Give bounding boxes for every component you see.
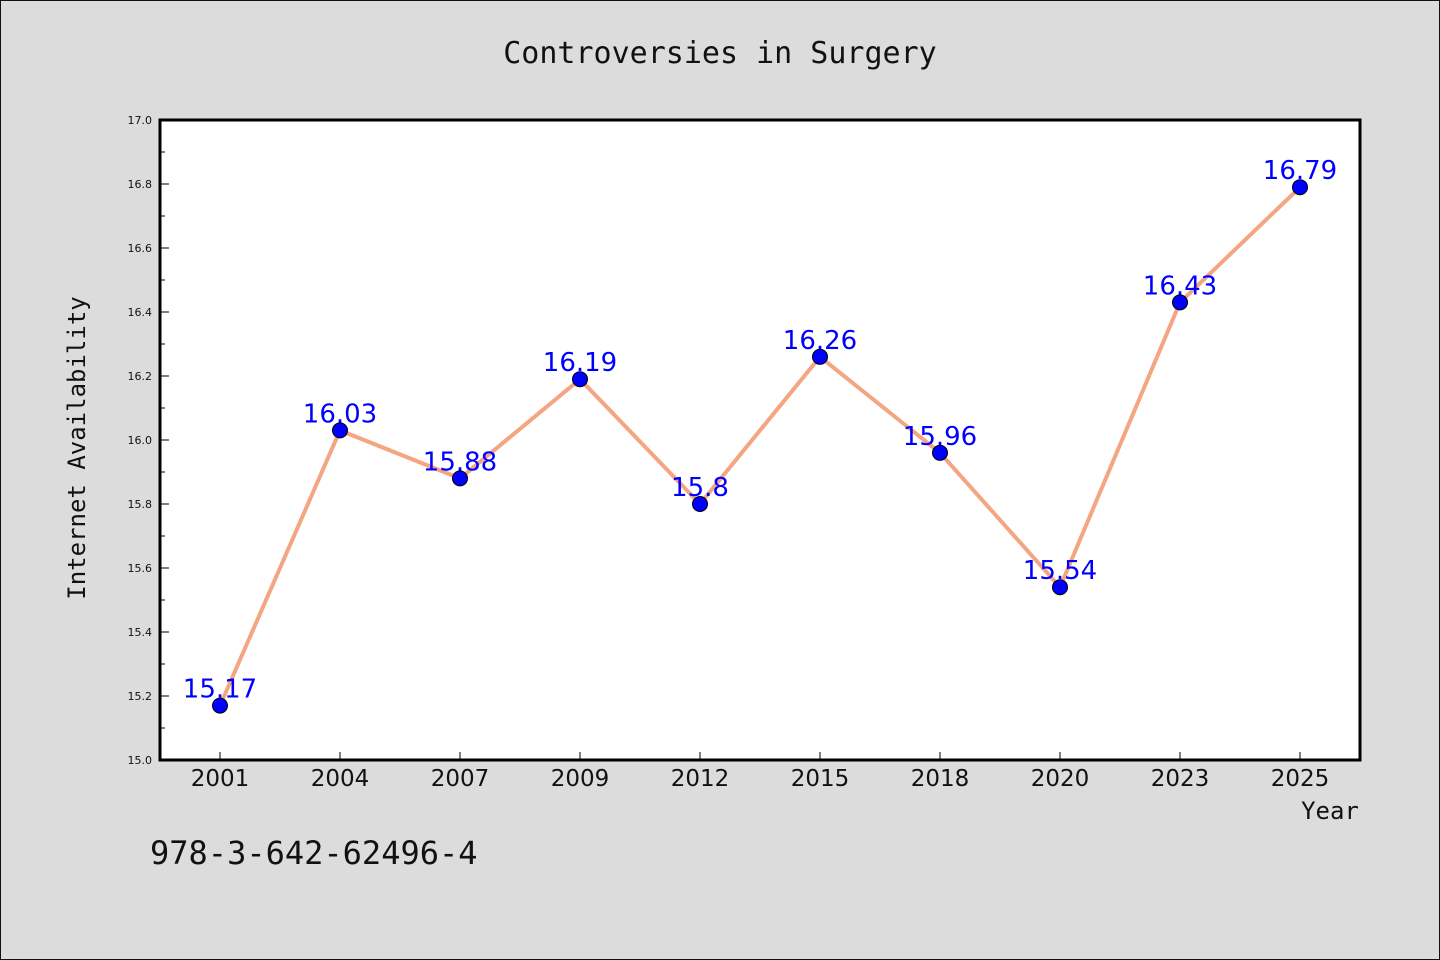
data-label: 16.43 bbox=[1143, 271, 1217, 301]
x-tick-label: 2004 bbox=[311, 766, 370, 792]
y-tick-label: 17.0 bbox=[128, 114, 153, 127]
y-tick-label: 15.4 bbox=[128, 626, 153, 639]
data-label: 15.54 bbox=[1023, 556, 1097, 586]
y-axis-label: Internet Availability bbox=[63, 296, 91, 599]
data-label: 15.8 bbox=[671, 473, 729, 503]
data-label: 16.19 bbox=[543, 348, 617, 378]
isbn-text: 978-3-642-62496-4 bbox=[150, 834, 478, 872]
y-tick-label: 16.8 bbox=[128, 178, 153, 191]
data-point bbox=[1292, 179, 1308, 196]
data-point bbox=[1052, 579, 1068, 596]
y-axis: 15.0 15.2 15.4 15.6 15.8 16.0 16.2 16.4 16.6 16.8… bbox=[128, 114, 169, 767]
x-tick-label: 2007 bbox=[431, 766, 490, 792]
data-label: 16.03 bbox=[303, 399, 377, 429]
data-label: 16.79 bbox=[1263, 156, 1337, 186]
y-tick-label: 15.6 bbox=[128, 562, 153, 575]
data-label: 15.88 bbox=[423, 447, 497, 477]
chart-title: Controversies in Surgery bbox=[503, 36, 936, 71]
series-layer: 15.17 16.03 15.88 16.19 15.8 16.26 15.96 15.54 1… bbox=[183, 156, 1337, 714]
y-tick-label: 15.0 bbox=[128, 754, 153, 767]
x-tick-label: 2020 bbox=[1031, 766, 1090, 792]
y-tick-label: 16.2 bbox=[128, 370, 153, 383]
data-point bbox=[1172, 294, 1188, 311]
x-tick-label: 2001 bbox=[191, 766, 250, 792]
data-label: 15.96 bbox=[903, 422, 977, 452]
plot-frame bbox=[158, 118, 1362, 762]
x-axis: 2001 2004 2007 2009 2012 2015 2018 2020 2023 2025 bbox=[191, 752, 1330, 792]
x-tick-label: 2018 bbox=[911, 766, 970, 792]
data-point bbox=[452, 470, 468, 487]
x-tick-label: 2009 bbox=[551, 766, 610, 792]
data-label: 15.17 bbox=[183, 675, 257, 705]
y-tick-label: 16.0 bbox=[128, 434, 153, 447]
y-tick-label: 15.8 bbox=[128, 498, 153, 511]
data-point bbox=[212, 697, 228, 714]
data-point bbox=[572, 371, 588, 388]
x-axis-label: Year bbox=[1301, 797, 1359, 825]
data-label: 16.26 bbox=[783, 326, 857, 356]
series-line bbox=[218, 185, 1302, 708]
data-point bbox=[692, 496, 708, 512]
data-point bbox=[812, 348, 828, 365]
y-tick-label: 16.4 bbox=[128, 306, 153, 319]
plot-area bbox=[160, 120, 1360, 760]
y-tick-label: 16.6 bbox=[128, 242, 153, 255]
x-tick-label: 2023 bbox=[1151, 766, 1210, 792]
x-tick-label: 2012 bbox=[671, 766, 730, 792]
x-tick-label: 2015 bbox=[791, 766, 850, 792]
y-tick-label: 15.2 bbox=[128, 690, 153, 703]
data-point bbox=[332, 422, 348, 439]
x-tick-label: 2025 bbox=[1271, 766, 1330, 792]
data-point bbox=[932, 444, 948, 461]
